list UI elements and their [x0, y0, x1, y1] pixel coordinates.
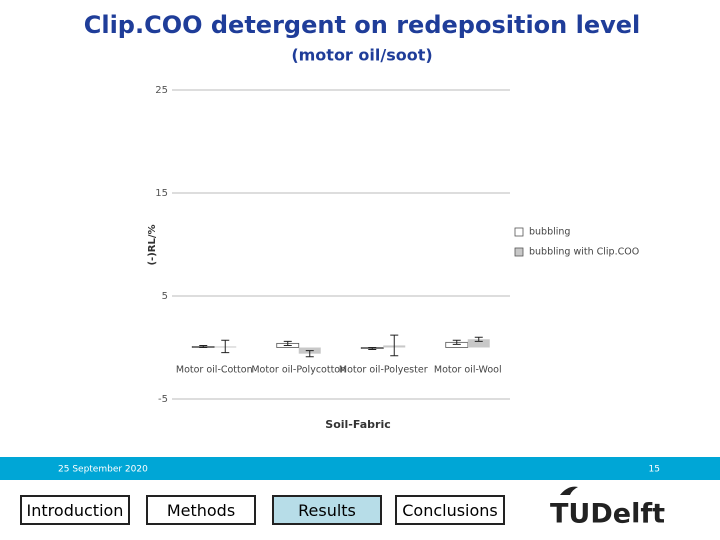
bar	[467, 339, 490, 348]
x-tick-label: Motor oil-Wool	[434, 365, 502, 376]
error-bar	[221, 339, 230, 354]
nav-button[interactable]: Methods	[146, 495, 256, 525]
logo: TUDelft	[550, 486, 665, 530]
error-bar	[390, 334, 399, 357]
x-tick-label: Motor oil-Polycotton	[251, 365, 346, 376]
logo-flame	[560, 486, 578, 495]
nav-button[interactable]: Results	[272, 495, 382, 525]
legend-label: bubbling	[529, 227, 570, 238]
y-tick-label: 15	[155, 188, 168, 199]
nav-button[interactable]: Introduction	[20, 495, 130, 525]
chart-title: Clip.COO detergent on redeposition level	[84, 11, 641, 39]
error-bar	[368, 347, 377, 351]
logo-text: TUDelft	[550, 499, 665, 530]
y-tick-label: -5	[158, 394, 168, 405]
legend-swatch	[514, 227, 524, 237]
error-bar	[305, 350, 314, 358]
error-bar	[474, 336, 483, 342]
page-number: 15	[649, 465, 660, 475]
x-axis-label: Soil-Fabric	[325, 418, 390, 431]
footer-date: 25 September 2020	[58, 465, 148, 475]
error-bar	[199, 344, 208, 348]
x-tick-label: Motor oil-Cotton	[176, 365, 253, 376]
error-bar	[283, 340, 292, 346]
y-tick-label: 25	[155, 85, 168, 96]
y-tick-label: 5	[162, 291, 168, 302]
y-axis-label: (-)RL/%	[147, 224, 158, 265]
legend-label: bubbling with Clip.COO	[529, 247, 639, 258]
nav-button[interactable]: Conclusions	[395, 495, 505, 525]
x-tick-label: Motor oil-Polyester	[339, 365, 428, 376]
legend-swatch	[514, 247, 524, 257]
chart-subtitle: (motor oil/soot)	[291, 46, 432, 65]
footer-bar	[0, 457, 720, 480]
error-bar	[452, 339, 461, 345]
